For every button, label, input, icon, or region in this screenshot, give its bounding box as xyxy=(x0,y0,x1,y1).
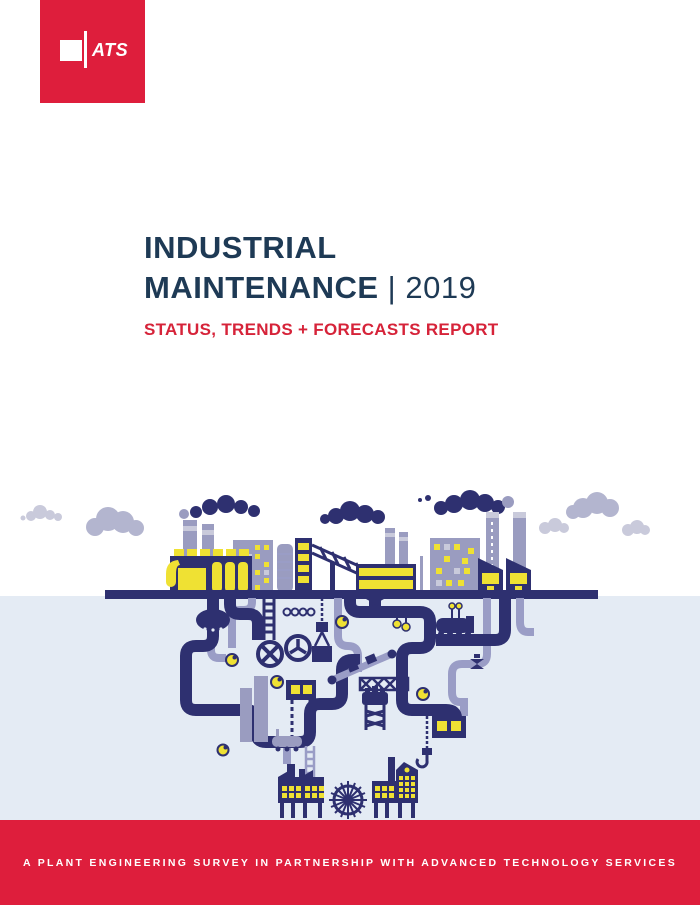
ladder-icon xyxy=(262,598,276,640)
boom-support-1 xyxy=(330,562,335,592)
ats-logo: ATS xyxy=(40,0,145,103)
chain-links-icon xyxy=(282,607,316,617)
valve-small-icon xyxy=(470,654,484,669)
underground-background xyxy=(0,596,700,820)
bottom-factory-right xyxy=(372,757,418,818)
factory-left xyxy=(166,549,252,592)
gray-slab-1 xyxy=(240,688,252,742)
tank-left-icon xyxy=(196,609,230,631)
distillation-column-rings xyxy=(277,553,293,579)
gauge-icon xyxy=(416,687,430,701)
cloud-big-right-icon xyxy=(566,492,619,519)
smoke-puff-gray2-icon xyxy=(502,496,514,508)
factory-center-stripe-2 xyxy=(359,580,413,589)
tall-chimney-1-band xyxy=(486,512,499,518)
smoke-cloud-left-icon xyxy=(190,495,260,518)
cloud-small-left-icon xyxy=(20,505,62,521)
bottom-factory-left xyxy=(278,764,324,818)
cloud-big-left-icon xyxy=(86,507,144,536)
footer-banner: A PLANT ENGINEERING SURVEY IN PARTNERSHI… xyxy=(0,820,700,905)
fan-icon xyxy=(284,634,312,662)
pump-manifold-icon xyxy=(362,686,388,730)
utility-pole xyxy=(420,556,423,592)
pipe-light-3 xyxy=(334,598,362,672)
gauge-icon xyxy=(216,743,230,757)
factory-center-stripe-1 xyxy=(359,568,413,576)
factory-left-silo-3 xyxy=(238,562,248,592)
window-building-left-windows xyxy=(255,545,269,590)
factory-left-silo-1 xyxy=(212,562,222,592)
footer-text: A PLANT ENGINEERING SURVEY IN PARTNERSHI… xyxy=(22,856,677,869)
factory-left-window xyxy=(178,568,206,592)
conveyor-icon xyxy=(327,649,397,685)
factory-left-silo-2 xyxy=(225,562,235,592)
title-line-2-bold: MAINTENANCE xyxy=(144,270,379,305)
title-line-1: INDUSTRIAL xyxy=(144,230,337,265)
pipe-light-4 xyxy=(448,598,491,716)
gauge-pair-icon xyxy=(392,612,411,632)
bottom-factories xyxy=(278,757,418,819)
logo-square-icon xyxy=(60,40,82,61)
gate-valve-icon xyxy=(366,594,384,609)
chimney-center-2 xyxy=(399,532,408,566)
tall-chimney-2-band xyxy=(513,512,526,518)
pipe-navy-2 xyxy=(224,598,264,640)
crane-hook-left-icon xyxy=(312,598,332,662)
tank-left-rivets xyxy=(203,627,223,632)
factory-left-hose xyxy=(166,560,180,587)
window-building-right-windows xyxy=(434,544,474,586)
cover-title-block: INDUSTRIAL MAINTENANCE | 2019 STATUS, TR… xyxy=(144,228,499,340)
pipe-navy-right xyxy=(436,598,511,646)
gauge-icon xyxy=(270,675,284,689)
smoke-cloud-center-icon xyxy=(320,501,385,524)
tower-with-boom xyxy=(295,538,391,592)
gauge-icon xyxy=(225,653,239,667)
distillation-column xyxy=(277,544,293,592)
gray-slab-2 xyxy=(254,676,268,742)
cloud-small-mid-icon xyxy=(539,518,569,534)
cloud-small-right-icon xyxy=(622,520,650,536)
sawtooth-factory-1-door xyxy=(487,586,494,591)
chimney-center-1 xyxy=(385,528,395,566)
smoke-puff-gray-icon xyxy=(179,509,189,519)
pipe-light-5 xyxy=(516,598,534,636)
valve-wheel-icon xyxy=(256,640,284,668)
factory-center-banded xyxy=(356,564,416,592)
paddle-wheel-icon xyxy=(329,781,367,819)
logo-divider-bar xyxy=(84,31,87,68)
sawtooth-factory-2-window xyxy=(510,573,527,584)
factory-left-crenellation xyxy=(174,549,249,557)
tanker-train-icon xyxy=(436,602,474,637)
gauge-icon xyxy=(335,615,349,629)
control-box-right-icon xyxy=(432,716,466,738)
sawtooth-factory-1-window xyxy=(482,573,499,584)
window-building-right-windows-dim xyxy=(436,544,460,586)
sawtooth-factories xyxy=(478,558,531,592)
sawtooth-factory-2-door xyxy=(515,586,522,591)
chimney-left-1-band xyxy=(183,526,197,531)
industrial-illustration xyxy=(0,490,700,820)
chimney-center-1-band xyxy=(385,533,395,537)
logo-text: ATS xyxy=(92,40,129,60)
factory-skyline xyxy=(166,512,531,592)
tanker-small-icon xyxy=(272,729,302,752)
report-subtitle: STATUS, TRENDS + FORECASTS REPORT xyxy=(144,320,499,339)
title-line-2-year: | 2019 xyxy=(378,270,477,305)
tower-windows xyxy=(298,543,309,583)
title-line-2: MAINTENANCE | 2019 xyxy=(144,268,499,308)
ground-line xyxy=(105,590,598,599)
yellow-gauges xyxy=(216,612,430,757)
clouds xyxy=(20,490,650,536)
crane-hook-right-icon xyxy=(415,716,432,769)
chimney-left-2-band xyxy=(202,530,214,535)
underground-equipment xyxy=(196,594,484,780)
chimney-center-2-band xyxy=(399,537,408,541)
control-box-left-icon xyxy=(286,680,316,744)
smoke-cloud-right-icon xyxy=(418,490,505,515)
